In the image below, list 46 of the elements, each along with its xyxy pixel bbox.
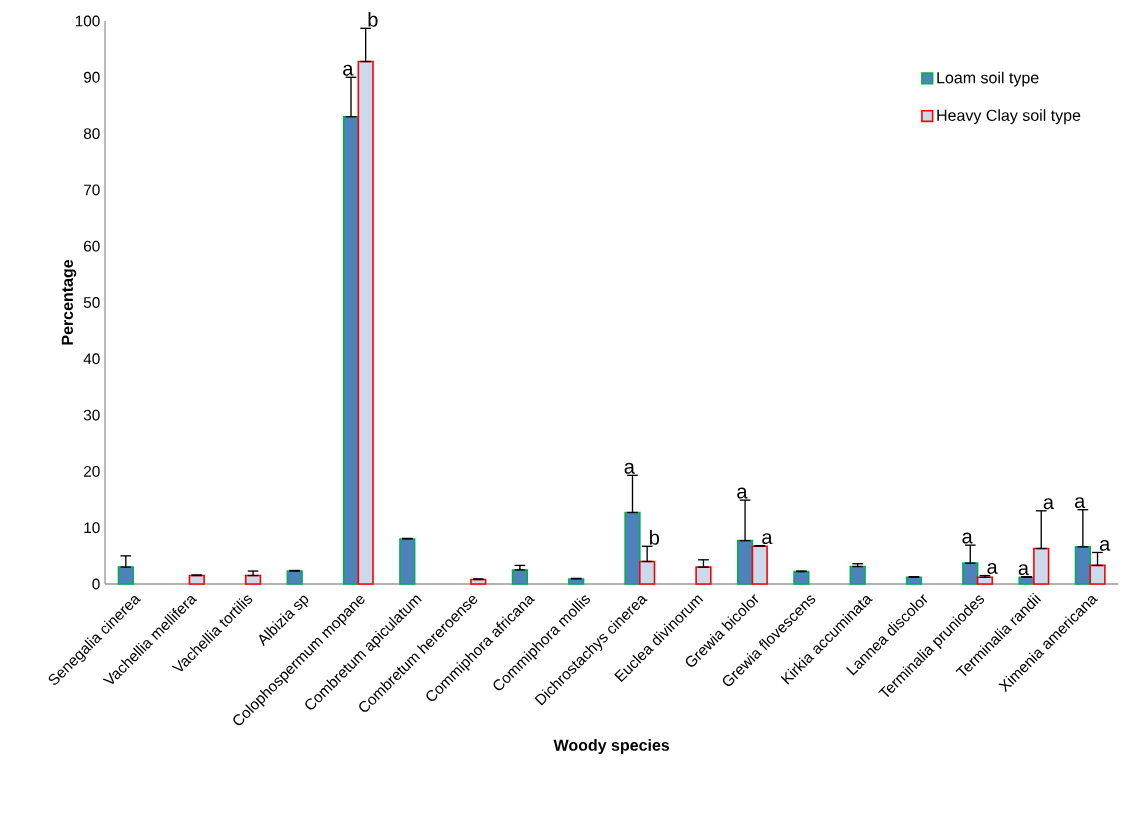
y-tick-label: 0 [92, 578, 100, 590]
annotation: a [737, 487, 748, 499]
annotation: a [987, 563, 998, 574]
bar [793, 570, 810, 585]
annotation: a [1043, 498, 1054, 510]
bar [399, 538, 416, 585]
y-axis-title: Percentage [61, 259, 77, 345]
bar [342, 115, 360, 585]
y-tick-label: 80 [83, 128, 100, 140]
annotation: a [962, 532, 973, 544]
x-axis-title: Woody species [553, 739, 670, 755]
y-tick-label: 30 [83, 409, 100, 421]
bar [639, 560, 656, 585]
bar [624, 511, 641, 585]
bar [511, 569, 529, 585]
bar [1089, 564, 1106, 585]
bar [962, 562, 979, 585]
y-tick-label: 50 [83, 297, 100, 308]
annotation: a [762, 533, 773, 545]
y-tick-label: 40 [83, 353, 100, 365]
annotation: a [1018, 564, 1029, 576]
y-tick-label: 70 [84, 184, 100, 196]
bar [117, 566, 134, 585]
annotation: a [1074, 497, 1086, 509]
annotation: a [1099, 539, 1111, 551]
bar [244, 574, 262, 585]
bar [1074, 546, 1091, 585]
bar [188, 574, 205, 585]
annotation: a [343, 64, 354, 76]
annotation: a [624, 462, 635, 474]
annotation: b [368, 12, 378, 27]
legend-label: Loam soil type [937, 71, 1039, 87]
y-tick-label: 10 [84, 522, 100, 534]
bar [849, 565, 866, 585]
bar [357, 60, 374, 585]
legend-label: Heavy Clay soil type [937, 109, 1081, 125]
bar [751, 545, 768, 585]
annotation: b [650, 529, 660, 545]
y-tick-label: 90 [83, 71, 100, 83]
bar [286, 570, 303, 585]
bar [736, 539, 754, 585]
y-tick-label: 20 [84, 465, 100, 477]
bar [1033, 547, 1050, 585]
bar [695, 566, 712, 585]
y-tick-label: 60 [84, 240, 100, 252]
y-tick-label: 100 [75, 15, 100, 27]
